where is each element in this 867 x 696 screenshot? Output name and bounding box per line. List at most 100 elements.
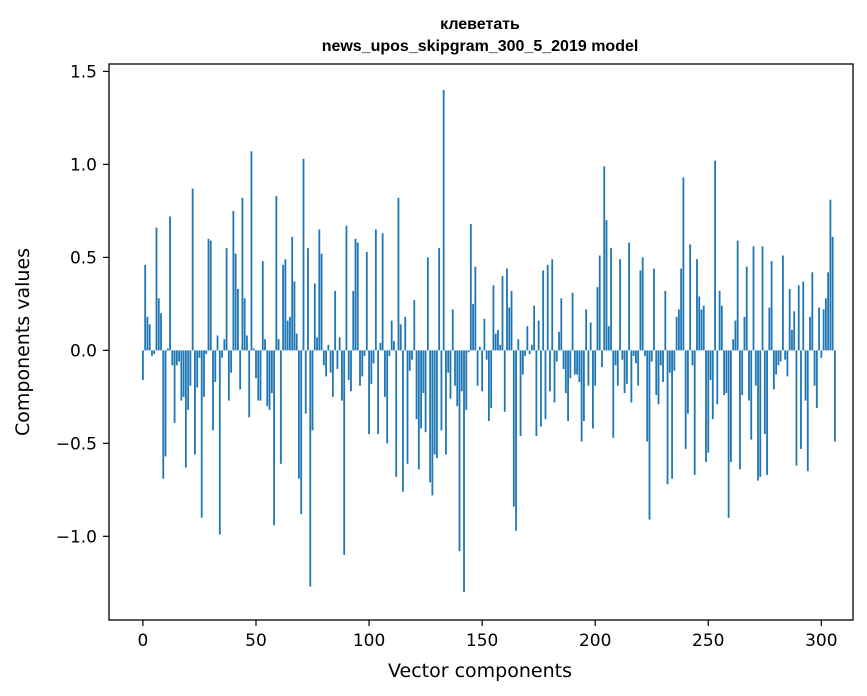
y-tick-label: 1.5 bbox=[70, 62, 97, 82]
bar-23 bbox=[194, 350, 196, 455]
bar-240 bbox=[684, 350, 687, 449]
bar-232 bbox=[666, 350, 669, 485]
bar-109 bbox=[388, 350, 391, 356]
bar-284 bbox=[784, 350, 787, 360]
bar-260 bbox=[729, 350, 732, 462]
bar-14 bbox=[173, 350, 176, 423]
x-tick-label: 200 bbox=[579, 631, 611, 651]
bar-210 bbox=[616, 350, 619, 386]
bar-263 bbox=[736, 240, 739, 351]
bar-7 bbox=[157, 298, 160, 351]
bar-213 bbox=[623, 350, 626, 394]
bar-141 bbox=[460, 350, 463, 392]
bar-224 bbox=[648, 350, 651, 520]
bar-140 bbox=[458, 350, 461, 552]
bar-142 bbox=[463, 350, 465, 593]
bar-124 bbox=[422, 350, 425, 394]
bar-69 bbox=[298, 350, 300, 479]
bar-203 bbox=[601, 350, 603, 368]
bar-112 bbox=[395, 350, 398, 477]
bar-169 bbox=[524, 350, 526, 356]
x-tick-label: 50 bbox=[245, 631, 267, 651]
bar-199 bbox=[592, 350, 594, 429]
bar-303 bbox=[827, 272, 830, 351]
bar-183 bbox=[555, 350, 558, 362]
bar-47 bbox=[248, 350, 251, 418]
bar-158 bbox=[499, 344, 502, 351]
bar-259 bbox=[727, 350, 730, 518]
bar-220 bbox=[639, 270, 642, 351]
bar-209 bbox=[614, 350, 617, 366]
bar-13 bbox=[171, 350, 174, 366]
bar-33 bbox=[216, 335, 219, 351]
bar-204 bbox=[603, 166, 606, 351]
bar-174 bbox=[535, 350, 538, 436]
bar-92 bbox=[350, 350, 352, 392]
bar-115 bbox=[402, 350, 404, 492]
bar-286 bbox=[788, 289, 791, 351]
bar-97 bbox=[361, 350, 364, 377]
bar-108 bbox=[386, 350, 389, 444]
bar-18 bbox=[182, 350, 185, 397]
bar-206 bbox=[607, 326, 610, 351]
bar-235 bbox=[673, 350, 676, 371]
bar-85 bbox=[334, 290, 337, 351]
bar-145 bbox=[469, 223, 472, 351]
bar-128 bbox=[431, 350, 434, 496]
bar-261 bbox=[732, 339, 735, 351]
bar-118 bbox=[408, 350, 411, 371]
bar-176 bbox=[540, 350, 542, 427]
bar-230 bbox=[662, 350, 664, 382]
bar-1 bbox=[144, 264, 147, 351]
bar-12 bbox=[169, 216, 171, 351]
bar-227 bbox=[655, 350, 658, 395]
bar-186 bbox=[562, 350, 565, 369]
x-tick-label: 100 bbox=[353, 631, 385, 651]
bar-229 bbox=[659, 350, 662, 366]
bar-233 bbox=[668, 350, 671, 373]
bar-93 bbox=[352, 290, 355, 351]
bar-65 bbox=[289, 316, 291, 351]
bar-91 bbox=[347, 350, 350, 381]
bar-306 bbox=[834, 350, 836, 442]
bar-268 bbox=[748, 350, 750, 401]
bar-70 bbox=[300, 350, 303, 515]
bar-243 bbox=[691, 350, 694, 366]
bar-24 bbox=[196, 350, 199, 388]
bar-166 bbox=[517, 339, 520, 351]
y-tick-label: −1.0 bbox=[56, 527, 97, 547]
bar-295 bbox=[809, 316, 811, 351]
plot-frame bbox=[108, 63, 854, 621]
bar-35 bbox=[221, 350, 223, 358]
bar-63 bbox=[284, 259, 287, 351]
bar-16 bbox=[178, 350, 181, 362]
y-axis-ticks: −1.0 −0.5 0.0 0.5 1.0 1.5 bbox=[56, 62, 109, 547]
bar-94 bbox=[354, 238, 357, 351]
bar-129 bbox=[433, 350, 436, 455]
bar-150 bbox=[481, 350, 484, 392]
bar-49 bbox=[252, 348, 255, 351]
bar-86 bbox=[336, 350, 339, 369]
bar-101 bbox=[370, 350, 373, 384]
bar-102 bbox=[372, 350, 375, 364]
bar-38 bbox=[227, 350, 230, 401]
bar-67 bbox=[293, 281, 296, 351]
bars-group bbox=[142, 90, 836, 593]
bar-170 bbox=[526, 326, 529, 351]
bar-212 bbox=[621, 350, 624, 360]
bar-218 bbox=[635, 350, 637, 364]
bar-191 bbox=[573, 350, 576, 375]
bar-270 bbox=[752, 246, 755, 351]
bar-162 bbox=[508, 307, 511, 351]
bar-103 bbox=[374, 229, 377, 351]
bar-253 bbox=[714, 160, 716, 351]
bar-250 bbox=[707, 350, 710, 453]
bar-160 bbox=[503, 350, 506, 412]
bar-242 bbox=[689, 244, 692, 351]
bar-130 bbox=[436, 350, 438, 459]
bar-64 bbox=[286, 320, 289, 351]
bar-156 bbox=[494, 333, 497, 351]
bar-34 bbox=[218, 350, 221, 535]
bar-119 bbox=[411, 350, 413, 360]
bar-266 bbox=[743, 316, 746, 351]
